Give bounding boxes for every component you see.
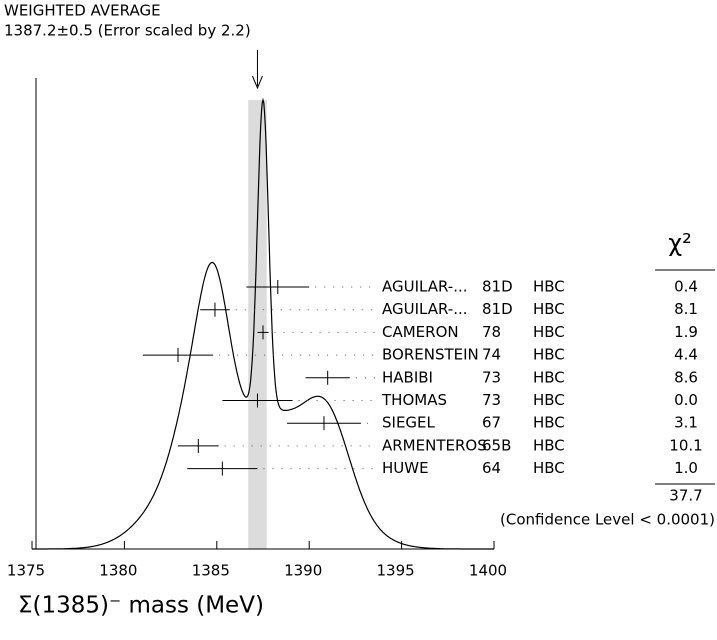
- measurement-name: HABIBI: [382, 368, 433, 386]
- x-tick-label: 1380: [99, 562, 137, 580]
- measurement-technique: HBC: [533, 300, 565, 318]
- average-arrowhead: [251, 75, 263, 90]
- measurement-technique: HBC: [533, 436, 565, 454]
- average-label: 1387.2±0.5 (Error scaled by 2.2): [4, 22, 251, 40]
- average-band: [248, 100, 267, 549]
- measurement-chi2: 8.1: [674, 300, 698, 318]
- measurement-chi2: 1.9: [674, 323, 698, 341]
- measurement-year: 73: [482, 391, 501, 409]
- measurement-name: ARMENTEROS: [382, 436, 487, 454]
- measurement-year: 73: [482, 368, 501, 386]
- measurement-year: 67: [482, 414, 501, 432]
- measurement-name: CAMERON: [382, 323, 459, 341]
- measurement-chi2: 10.1: [669, 436, 702, 454]
- measurement-name: AGUILAR-...: [382, 300, 468, 318]
- measurement-chi2: 8.6: [674, 368, 698, 386]
- ideogram-curve: [32, 97, 494, 550]
- measurement-technique: HBC: [533, 323, 565, 341]
- measurement-chi2: 0.0: [674, 391, 698, 409]
- chi2-total: 37.7: [669, 487, 702, 505]
- measurement-chi2: 4.4: [674, 346, 698, 364]
- measurement-name: THOMAS: [381, 391, 447, 409]
- chi2-header: χ²: [668, 229, 691, 257]
- x-tick-label: 1385: [192, 562, 230, 580]
- x-tick-label: 1395: [377, 562, 415, 580]
- measurement-technique: HBC: [533, 459, 565, 477]
- x-tick-label: 1400: [469, 562, 507, 580]
- measurement-technique: HBC: [533, 278, 565, 296]
- measurement-year: 64: [482, 459, 501, 477]
- measurement-technique: HBC: [533, 414, 565, 432]
- measurement-chi2: 0.4: [674, 278, 698, 296]
- measurement-year: 74: [482, 346, 501, 364]
- measurement-chi2: 3.1: [674, 414, 698, 432]
- measurement-name: SIEGEL: [382, 414, 436, 432]
- x-tick-label: 1390: [284, 562, 322, 580]
- measurement-year: 81D: [482, 278, 513, 296]
- measurement-technique: HBC: [533, 346, 565, 364]
- measurement-chi2: 1.0: [674, 459, 698, 477]
- measurement-name: AGUILAR-...: [382, 278, 468, 296]
- measurement-technique: HBC: [533, 391, 565, 409]
- measurement-year: 81D: [482, 300, 513, 318]
- chart-title: WEIGHTED AVERAGE: [4, 2, 161, 20]
- measurement-year: 78: [482, 323, 501, 341]
- confidence-level: (Confidence Level < 0.0001): [500, 511, 715, 529]
- x-tick-label: 1375: [7, 562, 45, 580]
- x-axis-label: Σ(1385)⁻ mass (MeV): [18, 593, 264, 619]
- measurement-technique: HBC: [533, 368, 565, 386]
- measurement-name: HUWE: [382, 459, 429, 477]
- measurement-year: 65B: [482, 436, 511, 454]
- measurement-name: BORENSTEIN: [382, 346, 479, 364]
